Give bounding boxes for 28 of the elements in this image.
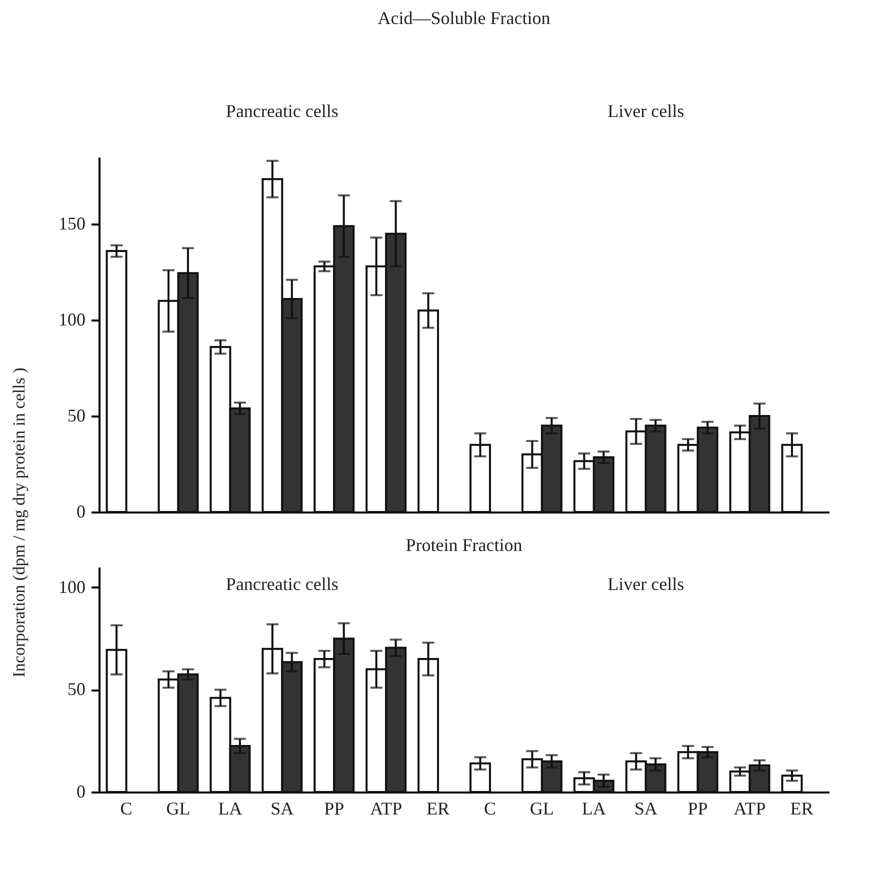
y-tick-label: 100 (58, 310, 86, 330)
x-tick-label: PP (688, 798, 708, 818)
x-tick-label: PP (324, 798, 344, 818)
annotation: Pancreatic cells (226, 574, 338, 594)
text: Liver cells (608, 101, 684, 121)
x-tick-label: C (484, 798, 496, 818)
x-tick-label: GL (530, 798, 554, 818)
y-tick-label: 50 (68, 679, 86, 700)
x-tick-label: C (120, 798, 132, 818)
chart-title: Acid—Soluble Fraction (378, 8, 550, 28)
y-axis-title: Incorporation (dpm / mg dry protein in cells ) (10, 368, 28, 678)
chart-title: Protein Fraction (406, 535, 522, 555)
x-tick-label: LA (582, 798, 606, 818)
y-tick-label: 150 (58, 214, 86, 234)
x-tick-label: SA (634, 798, 658, 818)
x-tick-label: ATP (734, 798, 766, 818)
x-tick-label: GL (166, 798, 190, 818)
x-tick-label: LA (218, 798, 242, 818)
y-tick-label: 0 (76, 782, 86, 802)
x-tick-label: ER (426, 798, 450, 818)
x-tick-label: ER (790, 798, 814, 818)
y-tick-label: 50 (68, 406, 86, 426)
x-tick-label: SA (270, 798, 294, 818)
y-tick-label: 100 (58, 576, 86, 597)
annotation: Liver cells (608, 574, 684, 594)
text: Pancreatic cells (226, 101, 338, 121)
y-tick-label: 0 (76, 502, 86, 522)
x-tick-label: ATP (370, 798, 402, 818)
